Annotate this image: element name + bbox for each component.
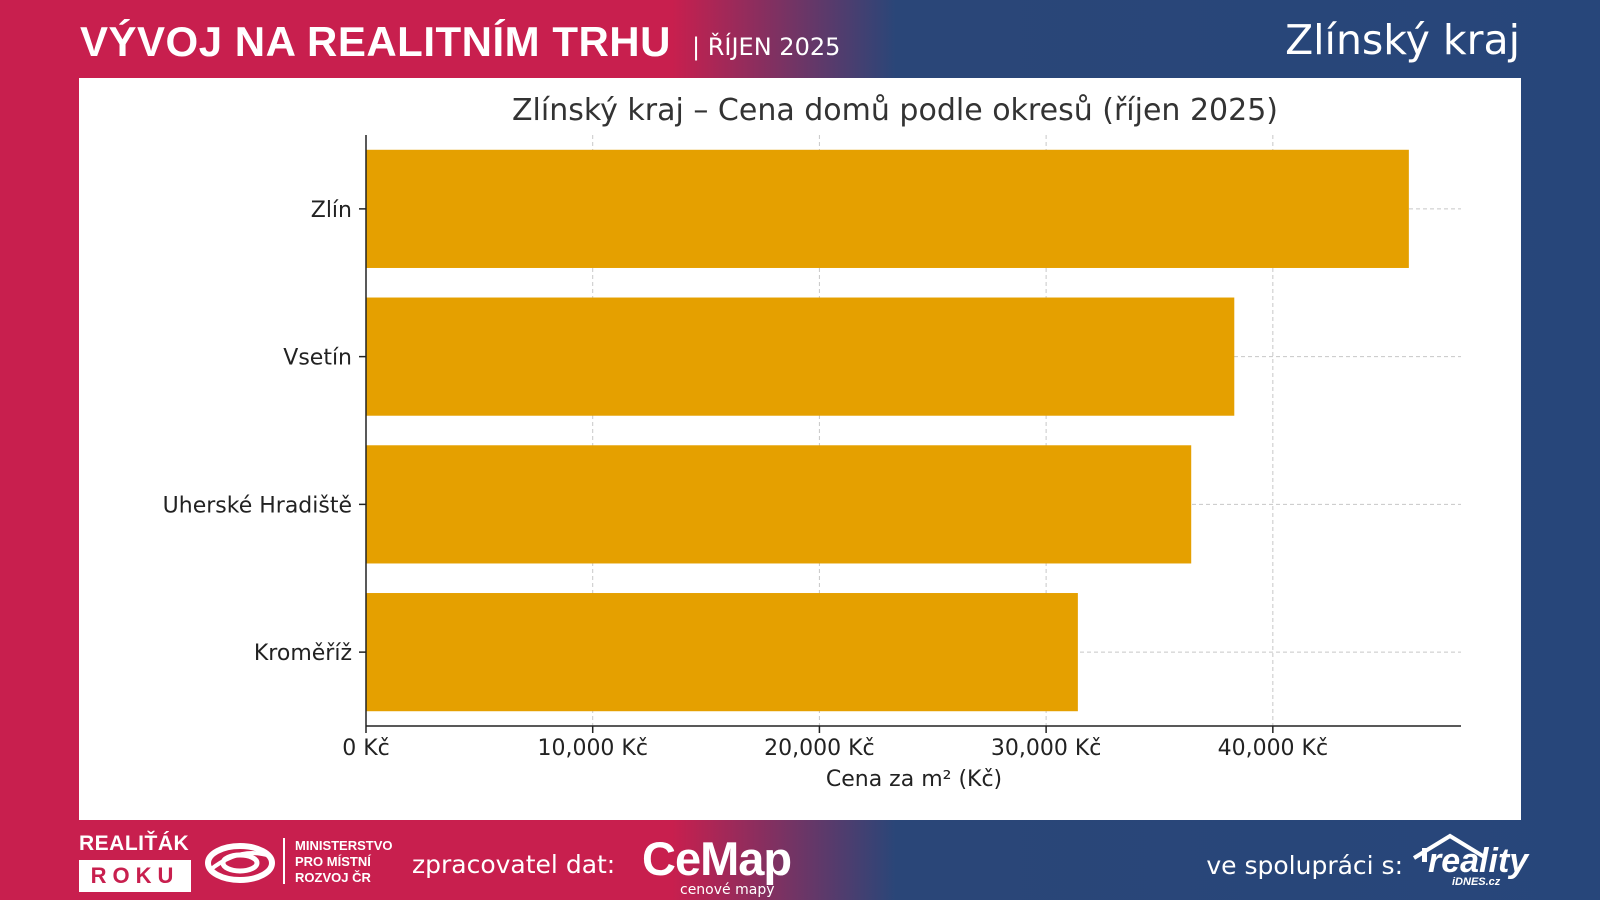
- x-tick-label-0: 0 Kč: [342, 736, 390, 761]
- reality-idnes-logo: reality iDNES.cz: [1410, 832, 1528, 894]
- realitak-roku-logo: REALIŤÁK ROKU: [79, 832, 191, 894]
- x-axis-title: Cena za m² (Kč): [826, 767, 1002, 792]
- bars: [366, 149, 1409, 712]
- ministry-line-3: ROZVOJ ČR: [295, 870, 371, 885]
- y-tick-label-2: Uherské Hradiště: [163, 493, 352, 518]
- axis-labels: Zlín Vsetín Uherské Hradiště Kroměříž 0 Kč 10…: [163, 198, 1328, 761]
- y-tick-label-0: Zlín: [311, 198, 352, 223]
- bar-chart: Zlínský kraj – Cena domů podle okresů (ř…: [163, 93, 1461, 792]
- mmr-ministry-logo: [205, 843, 275, 883]
- house-roof-icon: [1412, 833, 1488, 862]
- ministry-line-1: MINISTERSTVO: [295, 838, 393, 853]
- x-tick-label-1: 10,000 Kč: [537, 736, 648, 761]
- chart-title: Zlínský kraj – Cena domů podle okresů (ř…: [512, 93, 1278, 128]
- y-tick-label-3: Kroměříž: [254, 641, 352, 666]
- header-date: | ŘÍJEN 2025: [692, 33, 841, 61]
- axes: [359, 135, 1461, 733]
- header-title: VÝVOJ NA REALITNÍM TRHU: [80, 18, 671, 65]
- bar-1: [366, 297, 1235, 416]
- cemap-brand: CeMap: [642, 832, 792, 885]
- bar-2: [366, 445, 1192, 564]
- cooperation-label: ve spolupráci s:: [1206, 851, 1403, 880]
- x-tick-label-4: 40,000 Kč: [1218, 736, 1329, 761]
- bar-3: [366, 593, 1078, 712]
- reality-word: reality: [1428, 842, 1529, 880]
- bar-0: [366, 149, 1409, 268]
- cemap-subtitle: cenové mapy: [680, 882, 775, 898]
- realitak-top-text: REALIŤÁK: [79, 832, 190, 855]
- processor-label: zpracovatel dat:: [412, 850, 616, 879]
- chart-panel: Zlínský kraj – Cena domů podle okresů (ř…: [79, 78, 1521, 820]
- x-tick-label-2: 20,000 Kč: [764, 736, 875, 761]
- ministry-line-2: PRO MÍSTNÍ: [295, 854, 371, 869]
- cemap-logo: CeMap cenové mapy: [642, 832, 812, 898]
- x-tick-label-3: 30,000 Kč: [991, 736, 1102, 761]
- ministry-text: MINISTERSTVO PRO MÍSTNÍ ROZVOJ ČR: [295, 838, 393, 886]
- header-region: Zlínský kraj: [1285, 16, 1520, 64]
- realitak-box-text: ROKU: [79, 860, 191, 892]
- y-tick-label-1: Vsetín: [283, 346, 352, 371]
- reality-subtitle: iDNES.cz: [1452, 876, 1501, 888]
- ministry-separator: [283, 838, 285, 884]
